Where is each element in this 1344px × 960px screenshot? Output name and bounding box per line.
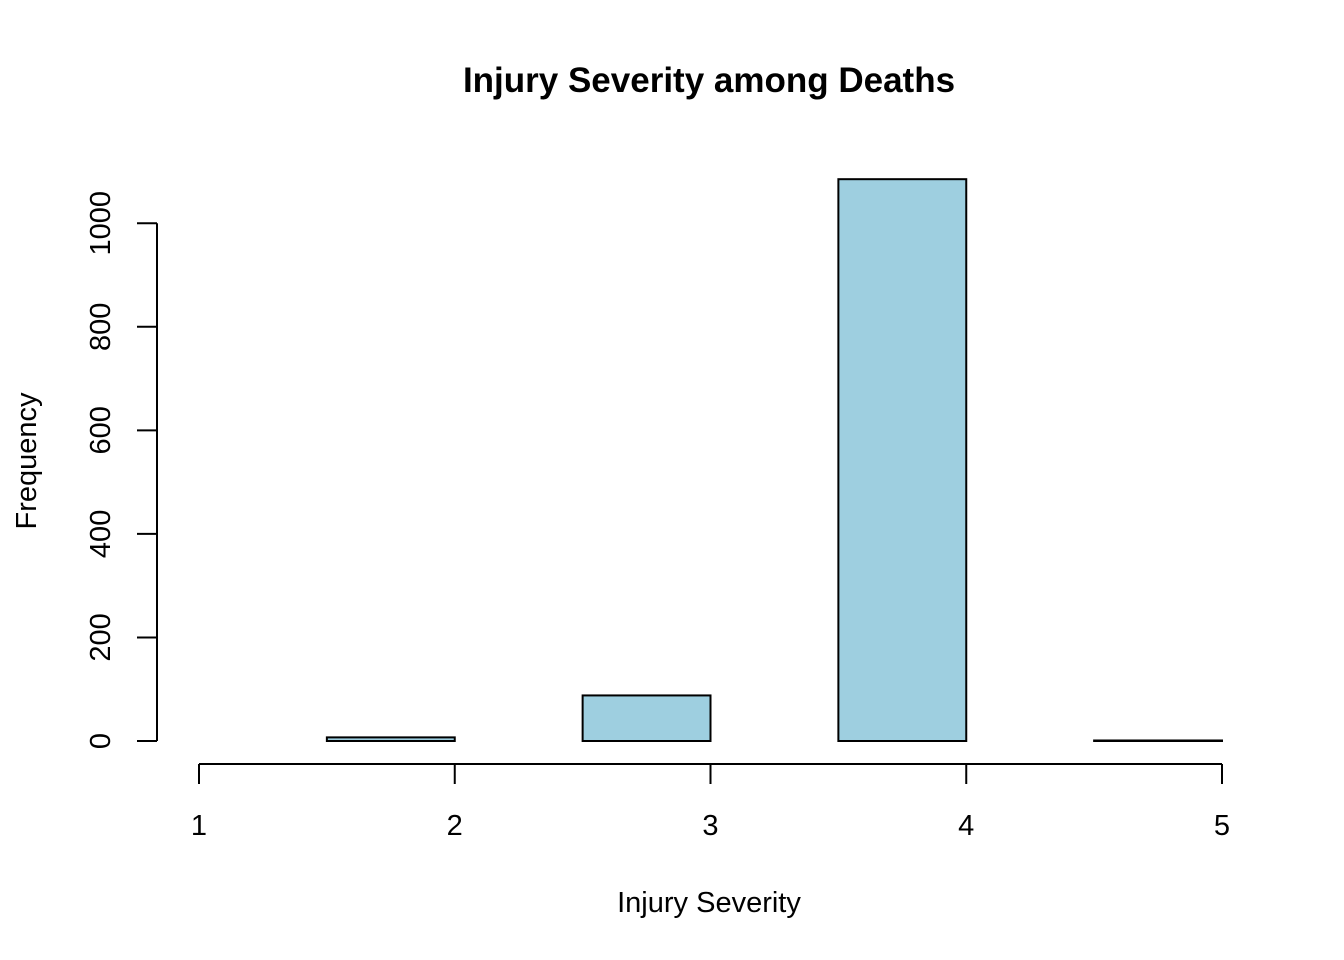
histogram-bar (581, 694, 712, 742)
x-tick-label: 5 (1214, 810, 1230, 842)
y-tick-label: 800 (85, 303, 117, 351)
x-tick-label: 4 (958, 810, 974, 842)
x-tick-label: 3 (702, 810, 718, 842)
x-tick-label: 2 (447, 810, 463, 842)
y-axis-label: Frequency (11, 392, 43, 530)
x-axis-label: Injury Severity (617, 887, 801, 919)
bars-group (325, 178, 1223, 743)
y-tick-label: 400 (85, 510, 117, 558)
histogram-bar (325, 736, 456, 743)
y-tick-label: 1000 (85, 191, 117, 256)
y-tick-label: 0 (85, 733, 117, 749)
x-tick-label: 1 (191, 810, 207, 842)
histogram-bar (837, 178, 968, 742)
y-tick-label: 600 (85, 406, 117, 454)
y-tick-label: 200 (85, 613, 117, 661)
chart-title: Injury Severity among Deaths (463, 61, 955, 100)
y-axis-ticks: 0 200 400 600 800 1000 (85, 191, 157, 749)
x-axis-ticks: 1 2 3 4 5 (191, 764, 1230, 842)
histogram-bar (1093, 739, 1223, 742)
